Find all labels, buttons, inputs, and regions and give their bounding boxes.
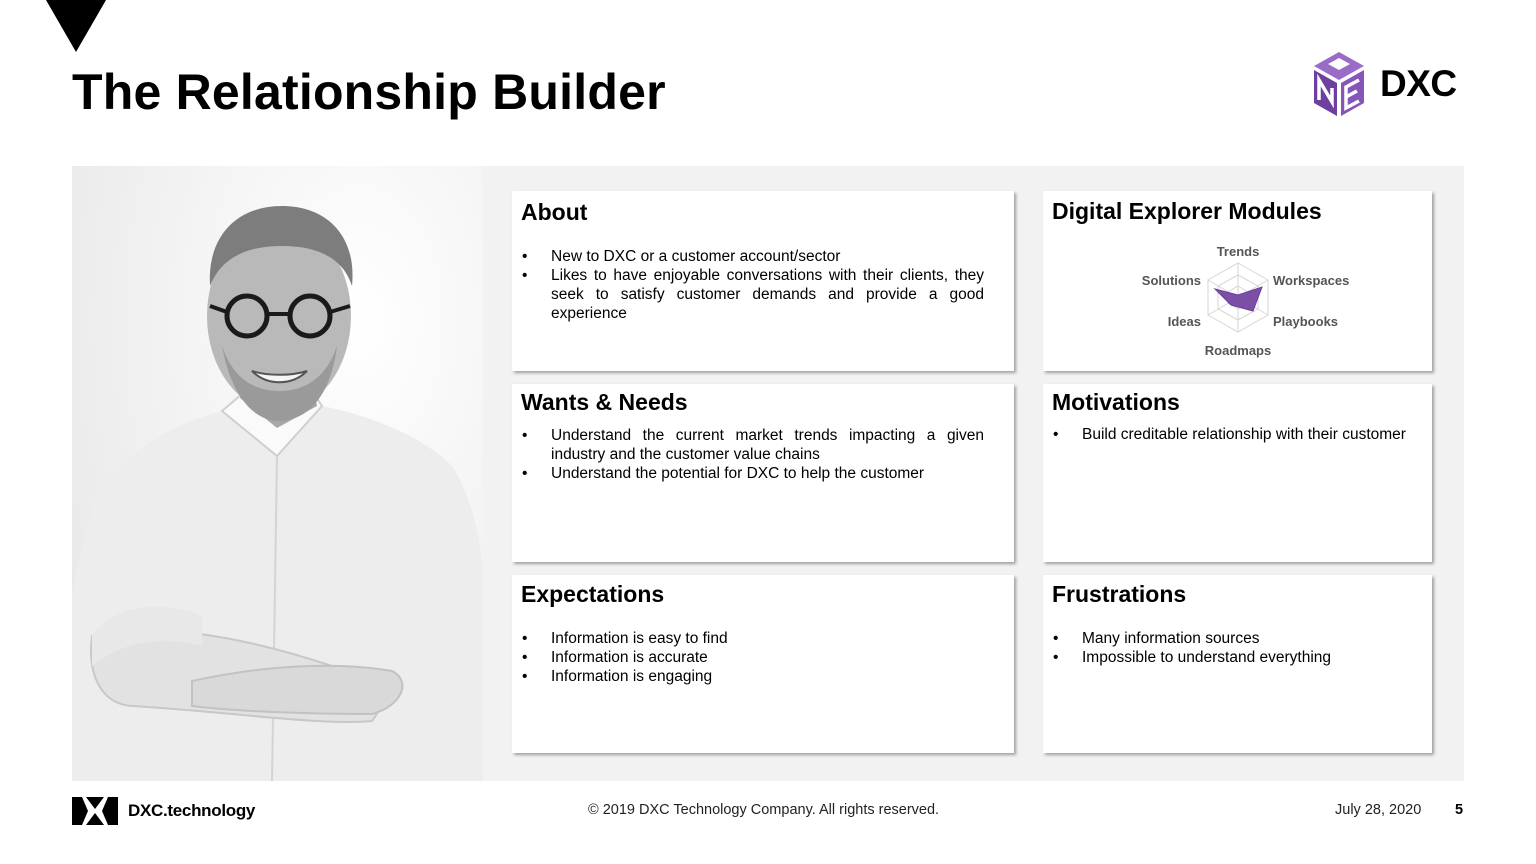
list-item: Many information sources — [1052, 629, 1402, 648]
list-item: New to DXC or a customer account/sector — [521, 247, 984, 266]
modules-radar-chart: Trends Workspaces Playbooks Roadmaps Ide… — [1142, 244, 1350, 358]
list-item: Information is engaging — [521, 667, 984, 686]
wants-needs-title: Wants & Needs — [521, 389, 688, 415]
frustrations-list: Many information sources Impossible to u… — [1052, 629, 1402, 667]
radar-label-trends: Trends — [1217, 244, 1260, 259]
frustrations-title: Frustrations — [1052, 581, 1187, 607]
copyright-text: © 2019 DXC Technology Company. All right… — [588, 802, 940, 818]
list-item: Information is accurate — [521, 648, 984, 667]
cube-logo-icon — [1314, 52, 1364, 116]
radar-label-ideas: Ideas — [1168, 314, 1201, 329]
wants-needs-list: Understand the current market trends imp… — [521, 426, 984, 483]
radar-series-area — [1213, 286, 1263, 312]
footer-logo-text: DXC.technology — [128, 801, 256, 820]
expectations-card: Expectations Information is easy to find… — [512, 575, 1014, 753]
list-item: Impossible to understand everything — [1052, 648, 1402, 667]
motivations-title: Motivations — [1052, 389, 1180, 415]
expectations-title: Expectations — [521, 581, 665, 607]
corner-triangle-mark — [46, 0, 106, 52]
logo-wordmark: DXC — [1380, 63, 1457, 104]
radar-label-playbooks: Playbooks — [1273, 314, 1338, 329]
about-title: About — [521, 199, 588, 225]
slide-date: July 28, 2020 — [1335, 802, 1422, 818]
list-item: Information is easy to find — [521, 629, 984, 648]
motivations-card: Motivations Build creditable relationshi… — [1043, 384, 1432, 562]
page-title: The Relationship Builder — [72, 64, 666, 120]
persona-photo — [72, 166, 483, 781]
list-item: Likes to have enjoyable conversations wi… — [521, 266, 984, 323]
modules-title: Digital Explorer Modules — [1052, 198, 1322, 224]
radar-label-roadmaps: Roadmaps — [1205, 343, 1271, 358]
motivations-list: Build creditable relationship with their… — [1052, 425, 1422, 444]
wants-needs-card: Wants & Needs Understand the current mar… — [512, 384, 1014, 562]
list-item: Build creditable relationship with their… — [1052, 425, 1422, 444]
list-item: Understand the potential for DXC to help… — [521, 464, 984, 483]
frustrations-card: Frustrations Many information sources Im… — [1043, 575, 1432, 753]
modules-card: Digital Explorer Modules Trends Workspac… — [1043, 191, 1432, 371]
list-item: Understand the current market trends imp… — [521, 426, 984, 464]
about-list: New to DXC or a customer account/sector … — [521, 247, 984, 323]
radar-label-workspaces: Workspaces — [1273, 273, 1349, 288]
footer-logo: DXC.technology — [72, 796, 272, 826]
dxc-mark-icon — [72, 797, 118, 825]
page-number: 5 — [1455, 802, 1464, 818]
about-card: About New to DXC or a customer account/s… — [512, 191, 1014, 371]
expectations-list: Information is easy to find Information … — [521, 629, 984, 686]
radar-label-solutions: Solutions — [1142, 273, 1201, 288]
dxc-logo: DXC — [1308, 50, 1468, 120]
